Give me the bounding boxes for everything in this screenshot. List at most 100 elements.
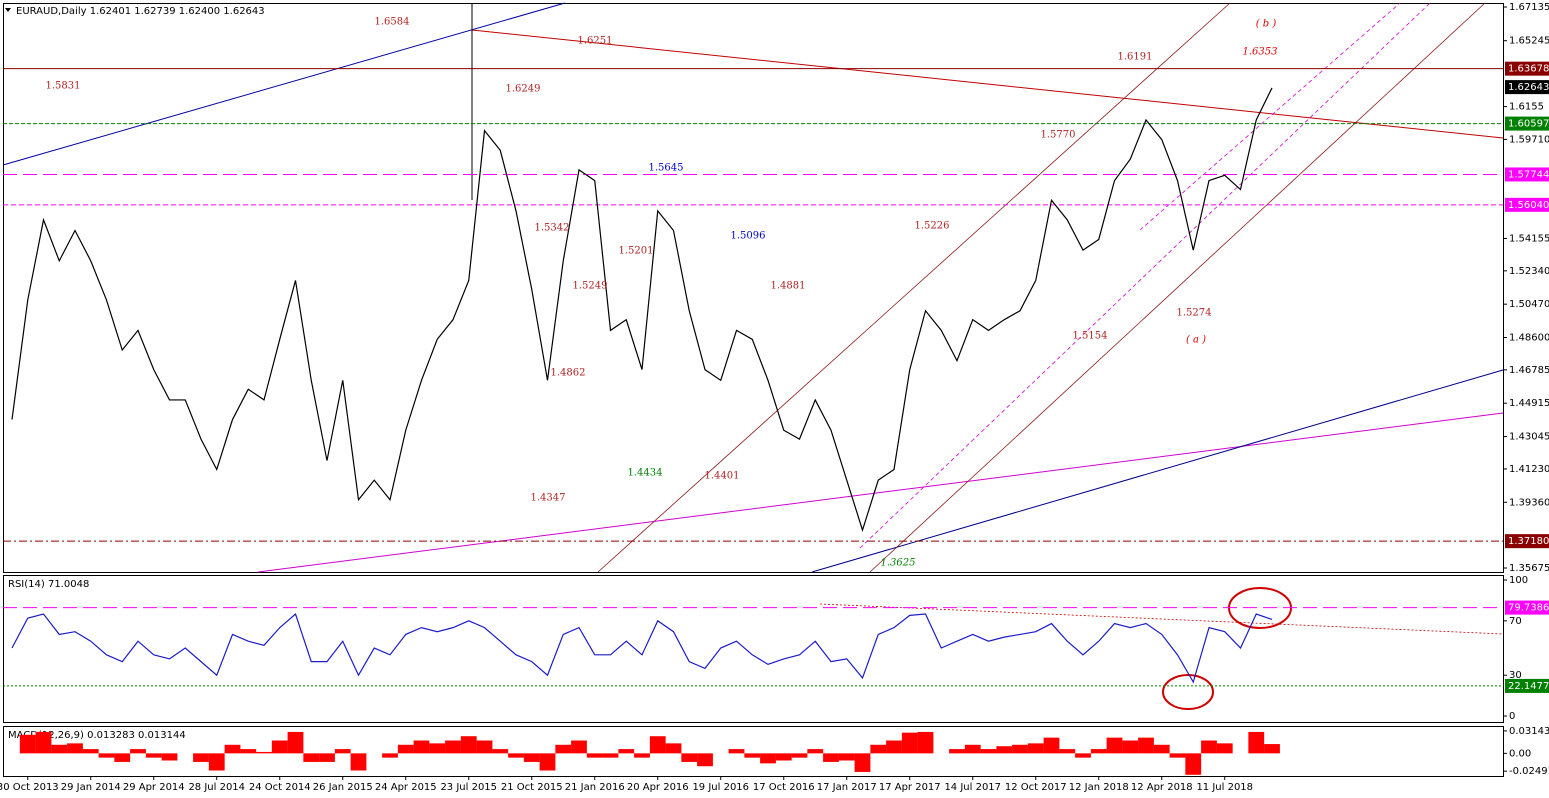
x-tick-label: 12 Jan 2018 <box>1069 782 1129 793</box>
y-tick-label: 70 <box>1509 616 1522 627</box>
x-tick-label: 14 Jul 2017 <box>944 782 1001 793</box>
y-tick-label: 1.6155 <box>1509 102 1544 113</box>
macd-bar <box>67 743 83 754</box>
macd-bar <box>838 753 855 761</box>
macd-bar <box>1216 743 1233 754</box>
macd-bar <box>1169 753 1186 758</box>
trendline <box>2 2 566 166</box>
macd-bar <box>350 753 367 771</box>
macd-bar <box>429 743 446 754</box>
series-line <box>11 612 1273 684</box>
macd-bar <box>413 740 430 754</box>
annotation: 1.3625 <box>881 558 916 569</box>
x-tick-label: 11 Jul 2018 <box>1196 782 1253 793</box>
macd-bar <box>161 753 178 761</box>
rsi-trendline <box>819 603 1504 635</box>
macd-bar <box>319 753 335 762</box>
macd-bar <box>476 740 493 754</box>
level-label: 79.7386 <box>1508 603 1549 614</box>
y-tick-label: 1.67135 <box>1509 2 1549 13</box>
macd-bar <box>571 740 587 754</box>
level-box <box>1505 197 1549 212</box>
annotation: 1.5274 <box>1177 308 1212 319</box>
x-tick-label: 21 Oct 2015 <box>501 782 563 793</box>
annotation: ( b ) <box>1256 19 1277 30</box>
macd-bar <box>634 753 650 758</box>
annotation: 1.4434 <box>628 468 663 479</box>
price-title: EURAUD,Daily 1.62401 1.62739 1.62400 1.6… <box>16 6 265 17</box>
annotation: 1.5096 <box>731 231 766 242</box>
macd-bar <box>224 744 241 754</box>
y-tick-label: 1.39360 <box>1509 497 1549 508</box>
macd-bar <box>823 753 839 762</box>
macd-bar <box>854 753 871 772</box>
macd-bar <box>1075 753 1091 758</box>
annotation: 1.4347 <box>531 493 566 504</box>
channel-line <box>1139 2 1401 231</box>
x-tick-label: 17 Apr 2017 <box>879 782 941 793</box>
macd-bar <box>130 749 146 754</box>
y-tick-label: 1.48600 <box>1509 333 1549 344</box>
trendline <box>471 29 1504 139</box>
macd-bar <box>760 753 776 764</box>
macd-bar <box>539 753 556 771</box>
macd-bar <box>1122 740 1139 754</box>
series-line <box>11 87 1273 533</box>
y-tick-label: 1.43045 <box>1509 432 1549 443</box>
macd-bar <box>1264 744 1280 754</box>
level-box <box>1505 167 1549 182</box>
macd-bar <box>1248 731 1265 754</box>
x-tick-label: 23 Jul 2015 <box>440 782 497 793</box>
annotation: 1.4881 <box>771 281 806 292</box>
macd-bar <box>492 749 509 754</box>
macd-bar <box>19 734 36 754</box>
macd-bar <box>82 749 99 754</box>
x-tick-label: 30 Oct 2013 <box>0 782 59 793</box>
level-label: 1.60597 <box>1508 119 1549 130</box>
macd-bar <box>1043 737 1060 754</box>
y-tick-label: 100 <box>1509 575 1528 586</box>
macd-bar <box>35 731 52 754</box>
annotation: 1.6249 <box>506 84 541 95</box>
macd-bar <box>917 731 934 754</box>
x-tick-label: 29 Apr 2014 <box>123 782 185 793</box>
y-tick-label: 1.59710 <box>1509 134 1549 145</box>
macd-bar <box>649 736 666 754</box>
level-box <box>1505 116 1549 131</box>
level-label: 1.56040 <box>1508 200 1549 211</box>
annotation: 1.5226 <box>915 221 950 232</box>
y-tick-label: -0.02491 <box>1509 766 1549 777</box>
annotation: 1.5342 <box>535 223 570 234</box>
macd-bar <box>886 740 902 754</box>
annotation: 1.4862 <box>551 368 586 379</box>
level-label: 1.37180 <box>1508 536 1549 547</box>
macd-title: MACD(12,26,9) 0.013283 0.013144 <box>8 730 186 741</box>
macd-bar <box>618 749 635 754</box>
annotation: 1.6353 <box>1243 47 1278 58</box>
price-panel <box>3 3 1504 573</box>
macd-bar <box>445 740 461 754</box>
collapse-icon[interactable] <box>5 8 11 12</box>
macd-bar <box>949 749 965 754</box>
macd-bar <box>1106 737 1123 754</box>
y-tick-label: 30 <box>1509 670 1522 681</box>
macd-bar <box>1138 737 1154 754</box>
x-tick-label: 24 Oct 2014 <box>249 782 311 793</box>
trendline <box>811 369 1504 573</box>
y-tick-label: 1.44915 <box>1509 398 1549 409</box>
annotation: ( a ) <box>1186 335 1206 346</box>
macd-bar <box>208 753 225 771</box>
y-tick-label: 1.65245 <box>1509 36 1549 47</box>
x-tick-label: 17 Oct 2016 <box>753 782 815 793</box>
macd-bar <box>382 753 398 758</box>
macd-bar <box>397 744 414 754</box>
macd-bar <box>287 731 304 754</box>
y-tick-label: 1.35675 <box>1509 563 1549 574</box>
annotation: 1.4401 <box>705 471 740 482</box>
macd-bar <box>602 753 619 758</box>
trendlines <box>2 2 1504 710</box>
level-label: 1.57744 <box>1508 169 1549 180</box>
highlight-ellipse <box>1162 674 1214 710</box>
annotation: 1.6584 <box>375 17 410 28</box>
macd-bar <box>256 751 272 754</box>
